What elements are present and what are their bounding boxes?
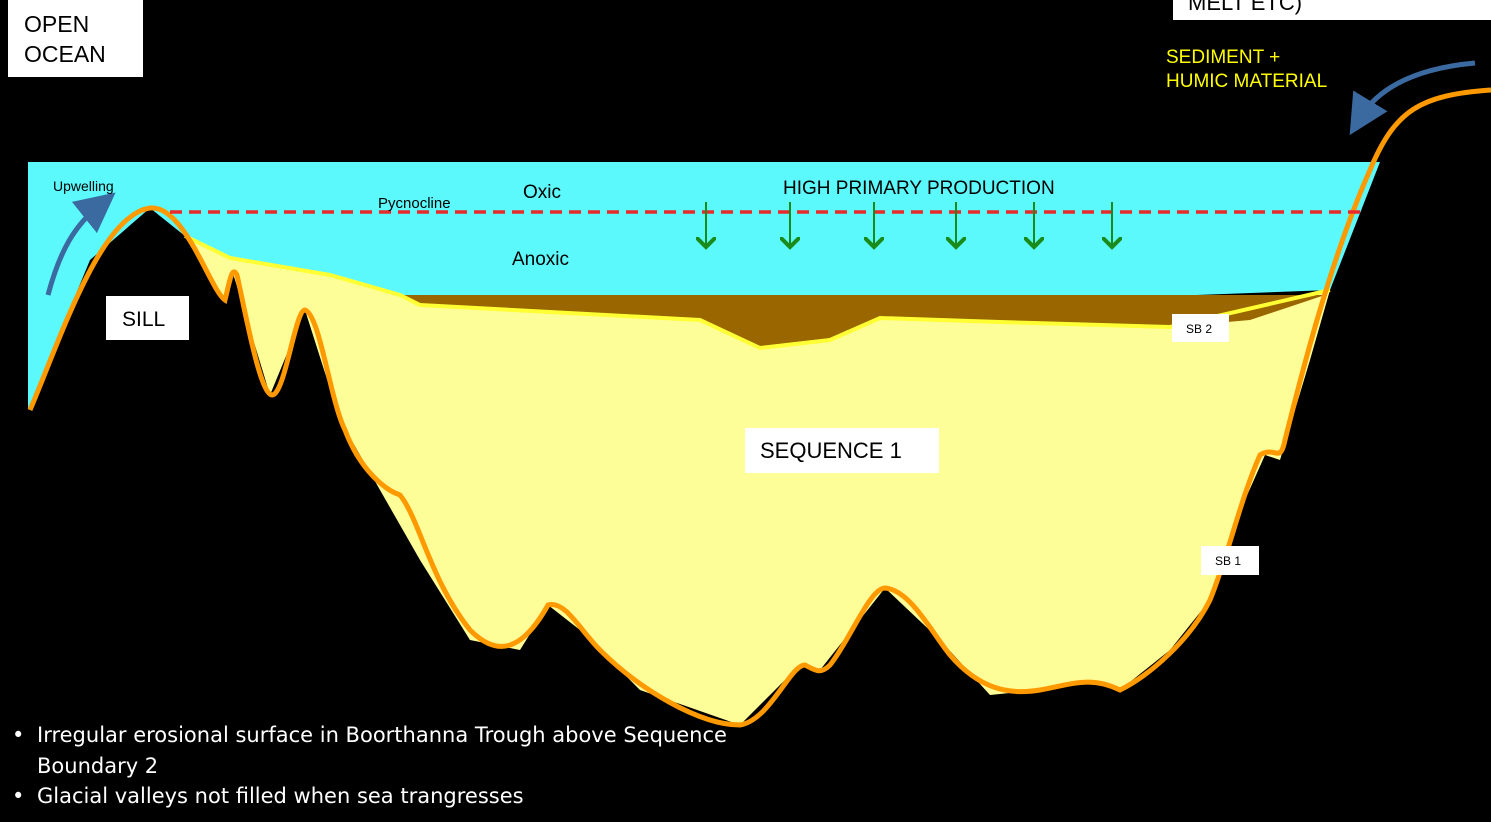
label-box <box>1172 314 1229 342</box>
bullet-text: Glacial valleys not filled when sea tran… <box>37 784 524 808</box>
sediment-arrow <box>1349 60 1476 136</box>
water <box>28 162 1380 410</box>
label: OCEAN <box>24 41 106 67</box>
label: Upwelling <box>53 178 114 194</box>
terrain-outline <box>27 87 1491 728</box>
label: MELT ETC) <box>1188 0 1302 15</box>
label: SEQUENCE 1 <box>760 438 902 463</box>
bullet-text: Boundary 2 <box>37 754 158 778</box>
label-box <box>745 428 939 473</box>
label-box <box>1173 0 1491 20</box>
label: SEDIMENT + <box>1166 47 1280 68</box>
upwelling-arrow <box>45 192 116 296</box>
bullet-dot: • <box>12 784 24 808</box>
label: HUMIC MATERIAL <box>1166 71 1327 92</box>
label: SB 2 <box>1186 322 1212 336</box>
anoxic-sediment <box>400 295 1325 348</box>
bullet-text: Irregular erosional surface in Boorthann… <box>37 723 727 747</box>
label: Pycnocline <box>378 195 451 212</box>
label: SB 1 <box>1215 554 1241 568</box>
production-arrows <box>706 202 1112 247</box>
label: SILL <box>122 308 165 331</box>
label: Oxic <box>523 182 561 203</box>
label: HIGH PRIMARY PRODUCTION <box>783 178 1055 199</box>
label-box <box>1201 546 1259 575</box>
bullet-dot: • <box>12 723 24 747</box>
label-box <box>106 296 189 340</box>
sb2-surface <box>184 234 1331 351</box>
label: OPEN <box>24 11 89 37</box>
sequence-fill <box>185 236 1330 725</box>
label: Anoxic <box>512 249 569 270</box>
label-box <box>8 0 143 77</box>
